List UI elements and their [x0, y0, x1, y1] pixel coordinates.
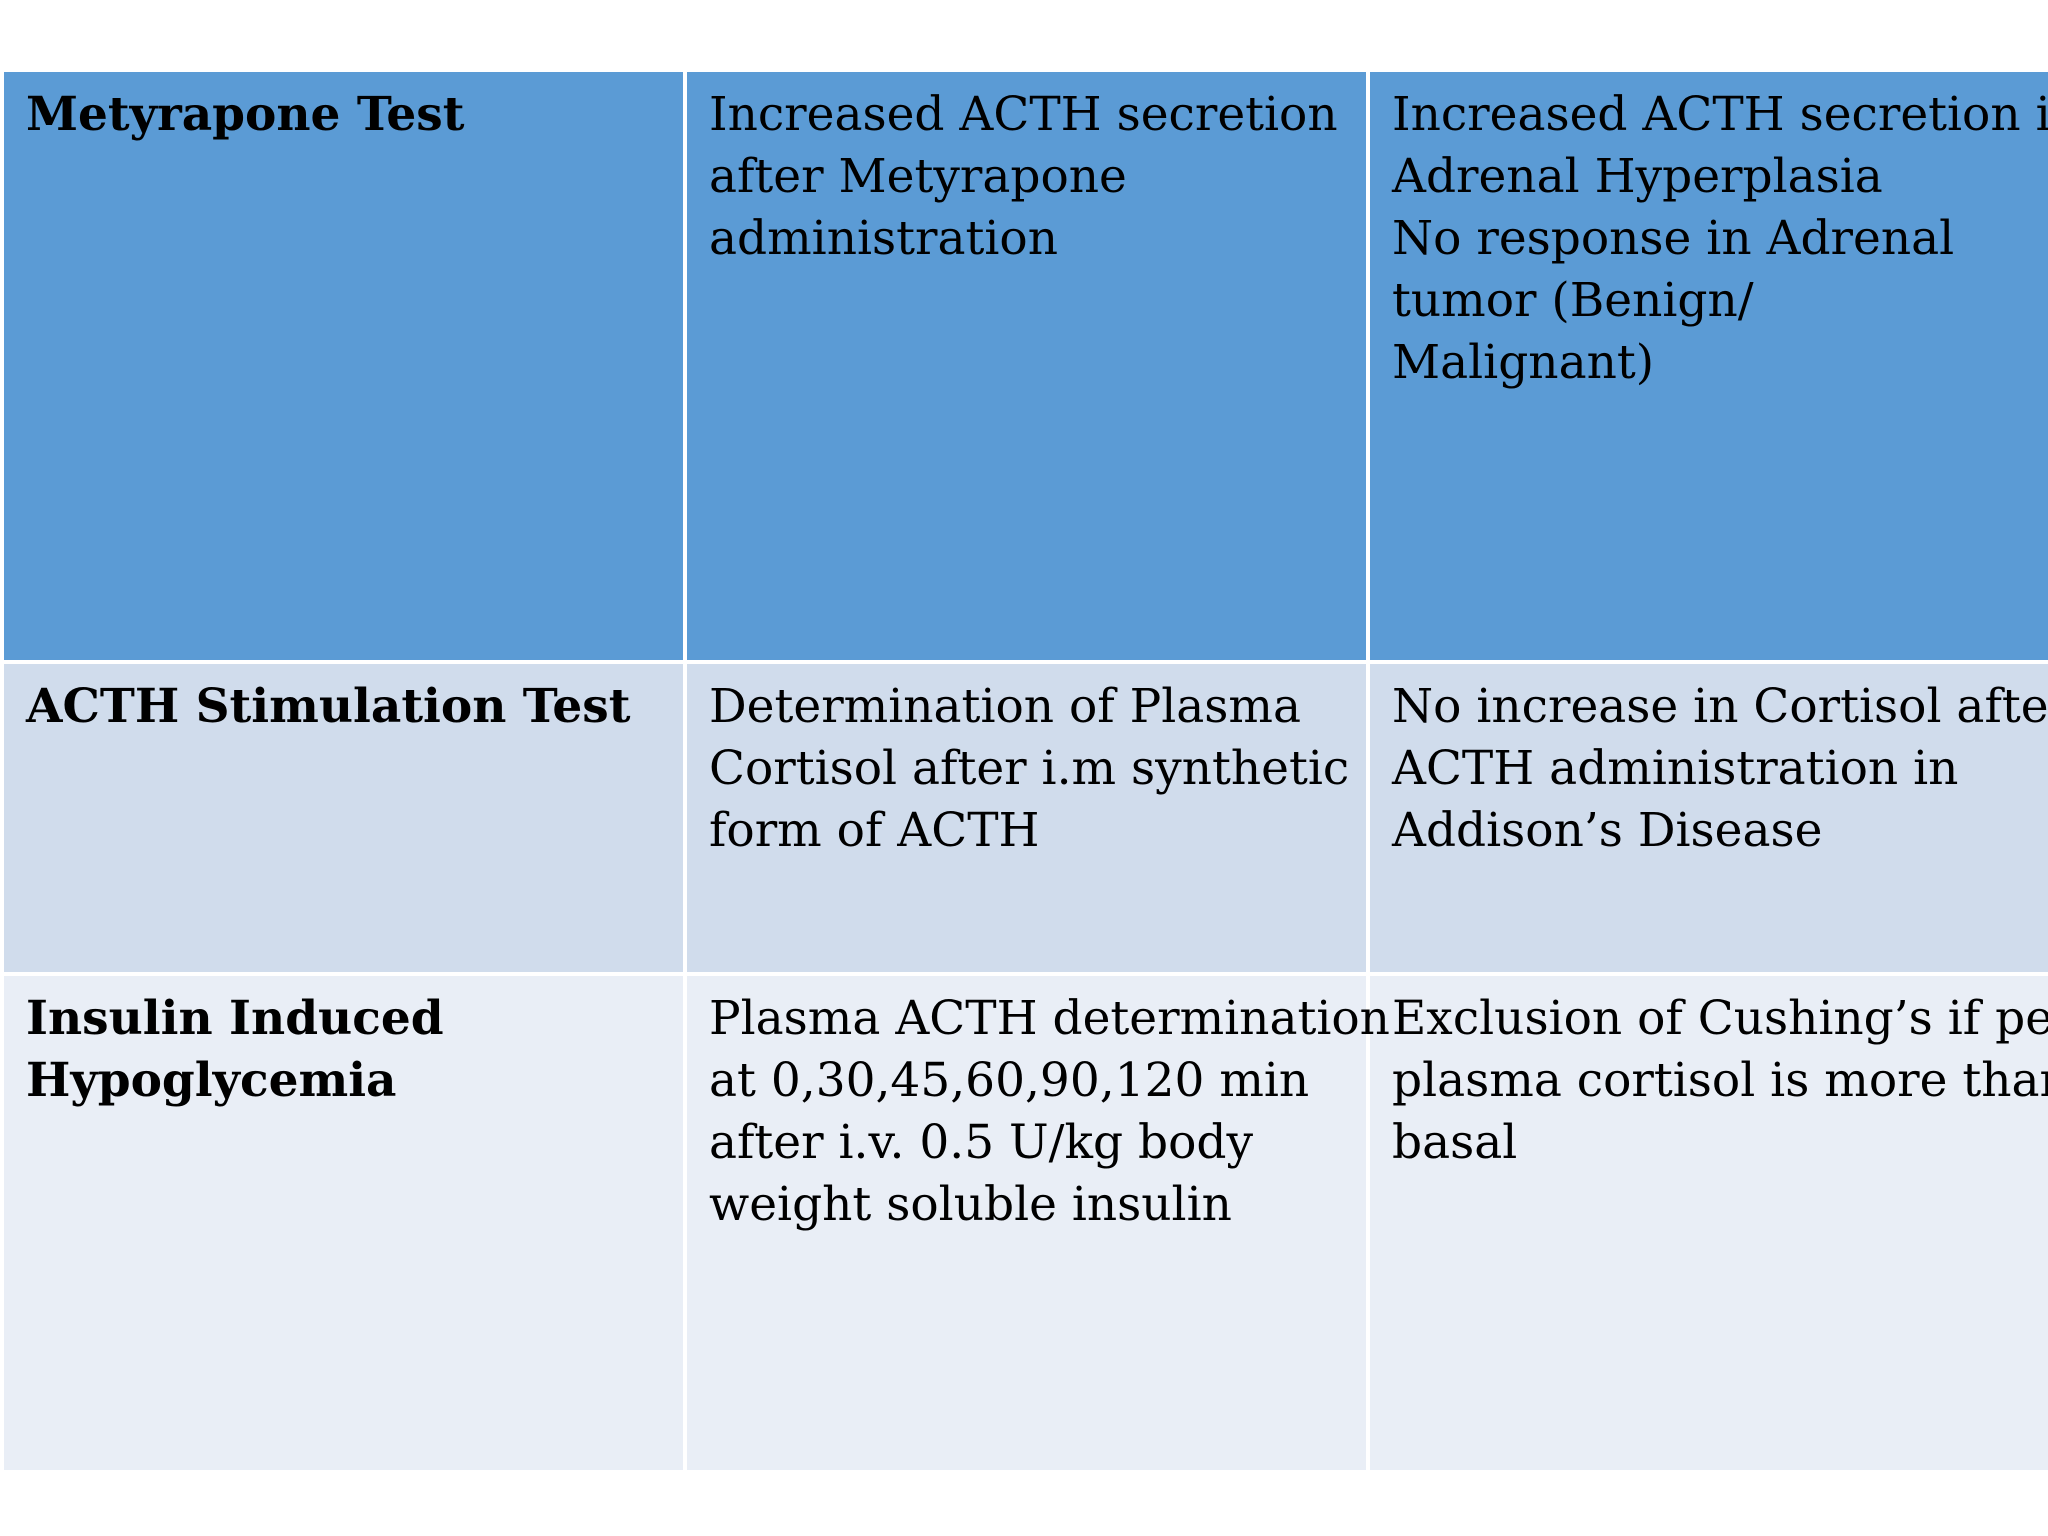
- procedure-line: after i.v. 0.5 U/kg body: [709, 1115, 1254, 1170]
- interpretation-line: tumor (Benign/: [1392, 273, 1754, 328]
- interpretation-line: plasma cortisol is more than: [1392, 1053, 2048, 1108]
- procedure-line: Determination of Plasma: [709, 679, 1301, 734]
- test-name-line: Insulin Induced: [26, 991, 444, 1046]
- procedure-line: Increased ACTH secretion: [709, 87, 1338, 142]
- table-row: Insulin Induced Hypoglycemia Plasma ACTH…: [0, 972, 2048, 1474]
- interpretation-line: Addison’s Disease: [1392, 803, 1823, 858]
- test-name-cell: ACTH Stimulation Test: [0, 660, 687, 976]
- interpretation-line: Exclusion of Cushing’s if peak: [1392, 991, 2048, 1046]
- table-row: ACTH Stimulation Test Determination of P…: [0, 660, 2048, 976]
- procedure-line: Cortisol after i.m synthetic: [709, 741, 1350, 796]
- interpretation-line: No response in Adrenal: [1392, 211, 1955, 266]
- endocrine-tests-table: Metyrapone Test Increased ACTH secretion…: [0, 68, 2048, 1474]
- interpretation-line: basal: [1392, 1115, 1518, 1170]
- procedure-cell: Determination of Plasma Cortisol after i…: [683, 660, 1370, 976]
- interpretation-line: Malignant): [1392, 335, 1655, 390]
- interpretation-line: Adrenal Hyperplasia: [1392, 149, 1883, 204]
- interpretation-cell: No increase in Cortisol after ACTH admin…: [1366, 660, 2048, 976]
- interpretation-line: No increase in Cortisol after: [1392, 679, 2048, 734]
- test-name-line: Hypoglycemia: [26, 1053, 397, 1108]
- procedure-line: weight soluble insulin: [709, 1177, 1232, 1232]
- interpretation-line: ACTH administration in: [1392, 741, 1959, 796]
- procedure-line: at 0,30,45,60,90,120 min: [709, 1053, 1310, 1108]
- procedure-cell: Increased ACTH secretion after Metyrapon…: [683, 68, 1370, 664]
- procedure-cell: Plasma ACTH determination at 0,30,45,60,…: [683, 972, 1390, 1474]
- test-name-line: Metyrapone Test: [26, 87, 465, 142]
- interpretation-cell: Exclusion of Cushing’s if peak plasma co…: [1366, 972, 2048, 1474]
- procedure-line: administration: [709, 211, 1058, 266]
- table-row: Metyrapone Test Increased ACTH secretion…: [0, 68, 2048, 664]
- procedure-line: form of ACTH: [709, 803, 1040, 858]
- interpretation-line: Increased ACTH secretion in: [1392, 87, 2048, 142]
- test-name-cell: Insulin Induced Hypoglycemia: [0, 972, 687, 1474]
- procedure-line: Plasma ACTH determination: [709, 991, 1390, 1046]
- procedure-line: after Metyrapone: [709, 149, 1127, 204]
- test-name-line: ACTH Stimulation Test: [26, 679, 631, 734]
- test-name-cell: Metyrapone Test: [0, 68, 687, 664]
- interpretation-cell: Increased ACTH secretion in Adrenal Hype…: [1366, 68, 2048, 664]
